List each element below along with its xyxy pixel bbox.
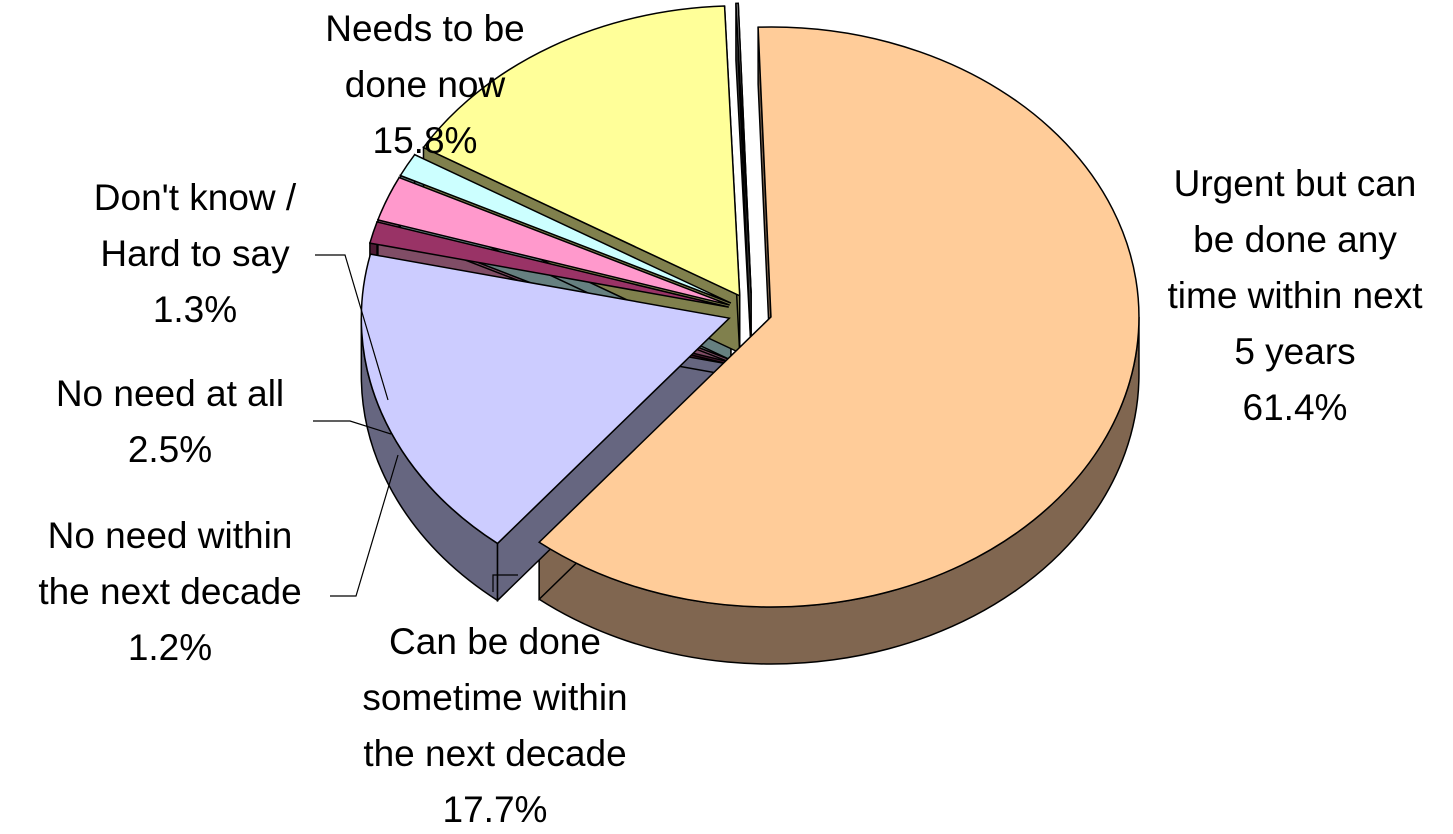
slice-category-label: No need at all (56, 373, 284, 414)
slice-no-need-at-all (376, 176, 730, 306)
leader-line-within-decade (492, 574, 518, 592)
data-label-within-decade: Can be done sometime within the next decad… (362, 621, 627, 829)
slice-needs-now (422, 5, 741, 297)
slice-dont-know (399, 153, 732, 304)
slice-category-label: Needs to be (325, 8, 525, 49)
slice-value-label: 1.2% (128, 627, 212, 668)
slice-category-label: the next decade (363, 733, 626, 774)
slice-category-label: done now (345, 64, 506, 105)
slice-category-label: No need within (48, 515, 293, 556)
slice-category-label: Urgent but can (1174, 163, 1417, 204)
slice-category-label: be done any (1193, 219, 1397, 260)
slice-category-label: 5 years (1234, 331, 1355, 372)
slice-category-label: Hard to say (100, 233, 290, 274)
slice-value-label: 61.4% (1243, 387, 1348, 428)
leader-lines (313, 254, 518, 597)
data-label-no-need-decade: No need within the next decade 1.2% (38, 515, 301, 668)
slice-within-decade (360, 253, 731, 545)
slice-urgent-5-years (537, 26, 1140, 608)
data-label-needs-now: Needs to be done now 15.8% (325, 8, 525, 161)
slice-value-label: 17.7% (443, 789, 548, 829)
leader-line-dont-know (315, 254, 389, 401)
data-label-urgent-5-years: Urgent but can be done any time within nex… (1168, 163, 1424, 428)
slice-value-label: 15.8% (373, 120, 478, 161)
slice-other (735, 2, 752, 294)
data-label-no-need-at-all: No need at all 2.5% (56, 373, 284, 470)
slice-tops (360, 2, 1140, 608)
slice-value-label: 2.5% (128, 429, 212, 470)
slice-category-label: Can be done (389, 621, 601, 662)
slice-labels: Urgent but can be done any time within nex… (38, 8, 1424, 830)
slice-category-label: time within next (1168, 275, 1424, 316)
leader-line-no-need-decade (330, 454, 399, 597)
slice-category-label: sometime within (362, 677, 627, 718)
data-label-dont-know: Don't know / Hard to say 1.3% (94, 177, 297, 330)
leader-line-no-need-at-all (313, 420, 392, 435)
slice-category-label: the next decade (38, 571, 301, 612)
slice-value-label: 1.3% (153, 289, 237, 330)
slice-category-label: Don't know / (94, 177, 297, 218)
slice-no-need-decade (368, 221, 729, 308)
